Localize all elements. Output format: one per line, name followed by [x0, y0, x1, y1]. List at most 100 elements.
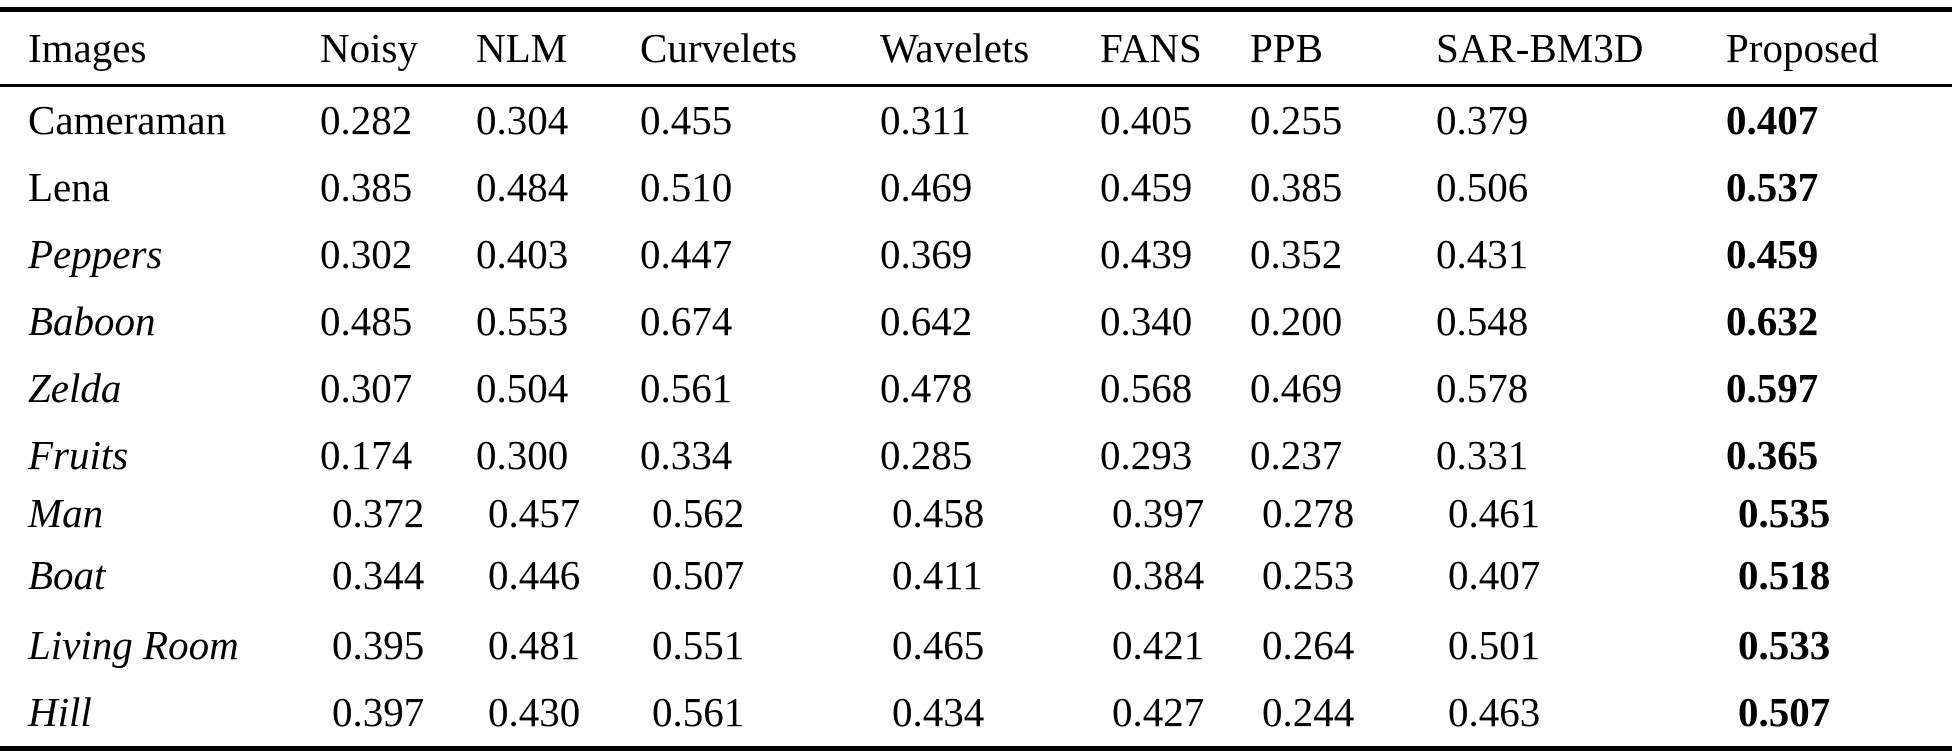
column-header-nlm: NLM	[476, 24, 568, 71]
metric-value: 0.507	[652, 551, 745, 598]
row-image-name: Boat	[28, 551, 106, 598]
metric-value: 0.481	[488, 622, 581, 668]
metric-value: 0.395	[332, 622, 425, 668]
table-row: Boat 0.344 0.446 0.507 0.411 0.384 0.253 0.407 0…	[0, 538, 1952, 612]
metric-value: 0.642	[880, 298, 973, 344]
metric-value: 0.504	[476, 365, 569, 411]
metric-value: 0.397	[1112, 490, 1205, 536]
proposed-value: 0.597	[1726, 365, 1819, 411]
metric-value: 0.407	[1448, 551, 1541, 598]
metric-value: 0.384	[1112, 551, 1205, 598]
column-header-noisy: Noisy	[320, 24, 418, 71]
metric-value: 0.344	[332, 551, 425, 598]
metric-value: 0.561	[652, 689, 745, 735]
metric-value: 0.385	[320, 164, 413, 210]
table-header-row: Images Noisy NLM Curvelets Wavelets FANS PPB SA…	[0, 12, 1952, 84]
proposed-value: 0.632	[1726, 298, 1819, 344]
table-body: Cameraman 0.282 0.304 0.455 0.311 0.405 0.255 0…	[0, 87, 1952, 746]
metric-value: 0.340	[1100, 298, 1193, 344]
metric-value: 0.331	[1436, 432, 1529, 478]
column-header-proposed: Proposed	[1726, 24, 1879, 71]
row-image-name: Living Room	[28, 622, 239, 668]
metric-value: 0.278	[1262, 490, 1355, 536]
metric-value: 0.463	[1448, 689, 1541, 735]
metric-value: 0.397	[332, 689, 425, 735]
metric-value: 0.459	[1100, 164, 1193, 210]
row-image-name: Man	[28, 490, 104, 536]
metric-value: 0.447	[640, 231, 733, 277]
metric-value: 0.551	[652, 622, 745, 668]
table-row: Man 0.372 0.457 0.562 0.458 0.397 0.278 0.461 0.…	[0, 489, 1952, 538]
metric-value: 0.174	[320, 432, 413, 478]
metric-value: 0.485	[320, 298, 413, 344]
column-header-sar-bm3d: SAR-BM3D	[1436, 24, 1644, 71]
column-header-curvelets: Curvelets	[640, 24, 798, 71]
metric-value: 0.285	[880, 432, 973, 478]
metric-value: 0.674	[640, 298, 733, 344]
table-row: Cameraman 0.282 0.304 0.455 0.311 0.405 0.255 0…	[0, 87, 1952, 154]
table-row: Hill 0.397 0.430 0.561 0.434 0.427 0.244 0.463 0…	[0, 679, 1952, 746]
metric-value: 0.510	[640, 164, 733, 210]
row-image-name: Fruits	[28, 432, 129, 478]
metric-value: 0.548	[1436, 298, 1529, 344]
metric-value: 0.430	[488, 689, 581, 735]
metric-value: 0.311	[880, 97, 971, 143]
column-header-fans: FANS	[1100, 24, 1202, 71]
column-header-ppb: PPB	[1250, 24, 1323, 71]
metric-value: 0.484	[476, 164, 569, 210]
proposed-value: 0.533	[1738, 622, 1831, 668]
metric-value: 0.293	[1100, 432, 1193, 478]
metric-value: 0.403	[476, 231, 569, 277]
metric-value: 0.578	[1436, 365, 1529, 411]
table-header-rule	[0, 84, 1952, 87]
row-image-name: Baboon	[28, 298, 156, 344]
metric-value: 0.568	[1100, 365, 1193, 411]
metric-value: 0.369	[880, 231, 973, 277]
metric-value: 0.469	[1250, 365, 1343, 411]
column-header-images: Images	[28, 24, 147, 71]
metric-value: 0.411	[892, 551, 983, 598]
metric-value: 0.302	[320, 231, 413, 277]
metric-value: 0.561	[640, 365, 733, 411]
metric-value: 0.431	[1436, 231, 1529, 277]
table-row: Fruits 0.174 0.300 0.334 0.285 0.293 0.237 0.33…	[0, 422, 1952, 489]
proposed-value: 0.459	[1726, 231, 1819, 277]
metric-value: 0.439	[1100, 231, 1193, 277]
metric-value: 0.427	[1112, 689, 1205, 735]
metric-value: 0.379	[1436, 97, 1529, 143]
metric-value: 0.465	[892, 622, 985, 668]
metric-value: 0.553	[476, 298, 569, 344]
metric-value: 0.469	[880, 164, 973, 210]
metric-value: 0.300	[476, 432, 569, 478]
proposed-value: 0.365	[1726, 432, 1819, 478]
table-bottom-rule	[0, 746, 1952, 751]
column-header-wavelets: Wavelets	[880, 24, 1030, 71]
proposed-value: 0.535	[1738, 490, 1831, 536]
metric-value: 0.457	[488, 490, 581, 536]
metric-value: 0.307	[320, 365, 413, 411]
table-row: Lena 0.385 0.484 0.510 0.469 0.459 0.385 0.506 0…	[0, 154, 1952, 221]
proposed-value: 0.507	[1738, 689, 1831, 735]
metric-value: 0.478	[880, 365, 973, 411]
proposed-value: 0.537	[1726, 164, 1819, 210]
metric-value: 0.304	[476, 97, 569, 143]
proposed-value: 0.518	[1738, 551, 1831, 598]
metric-value: 0.455	[640, 97, 733, 143]
metric-value: 0.385	[1250, 164, 1343, 210]
metric-value: 0.264	[1262, 622, 1355, 668]
metric-value: 0.506	[1436, 164, 1529, 210]
row-image-name: Zelda	[28, 365, 122, 411]
metric-value: 0.244	[1262, 689, 1355, 735]
metric-value: 0.253	[1262, 551, 1355, 598]
metric-value: 0.434	[892, 689, 985, 735]
metric-value: 0.421	[1112, 622, 1205, 668]
table-row: Zelda 0.307 0.504 0.561 0.478 0.568 0.469 0.578…	[0, 355, 1952, 422]
metric-value: 0.255	[1250, 97, 1343, 143]
metric-value: 0.237	[1250, 432, 1343, 478]
metric-value: 0.282	[320, 97, 413, 143]
metric-value: 0.405	[1100, 97, 1193, 143]
row-image-name: Peppers	[28, 231, 163, 277]
metric-value: 0.458	[892, 490, 985, 536]
metric-value: 0.446	[488, 551, 581, 598]
row-image-name: Lena	[28, 164, 110, 210]
